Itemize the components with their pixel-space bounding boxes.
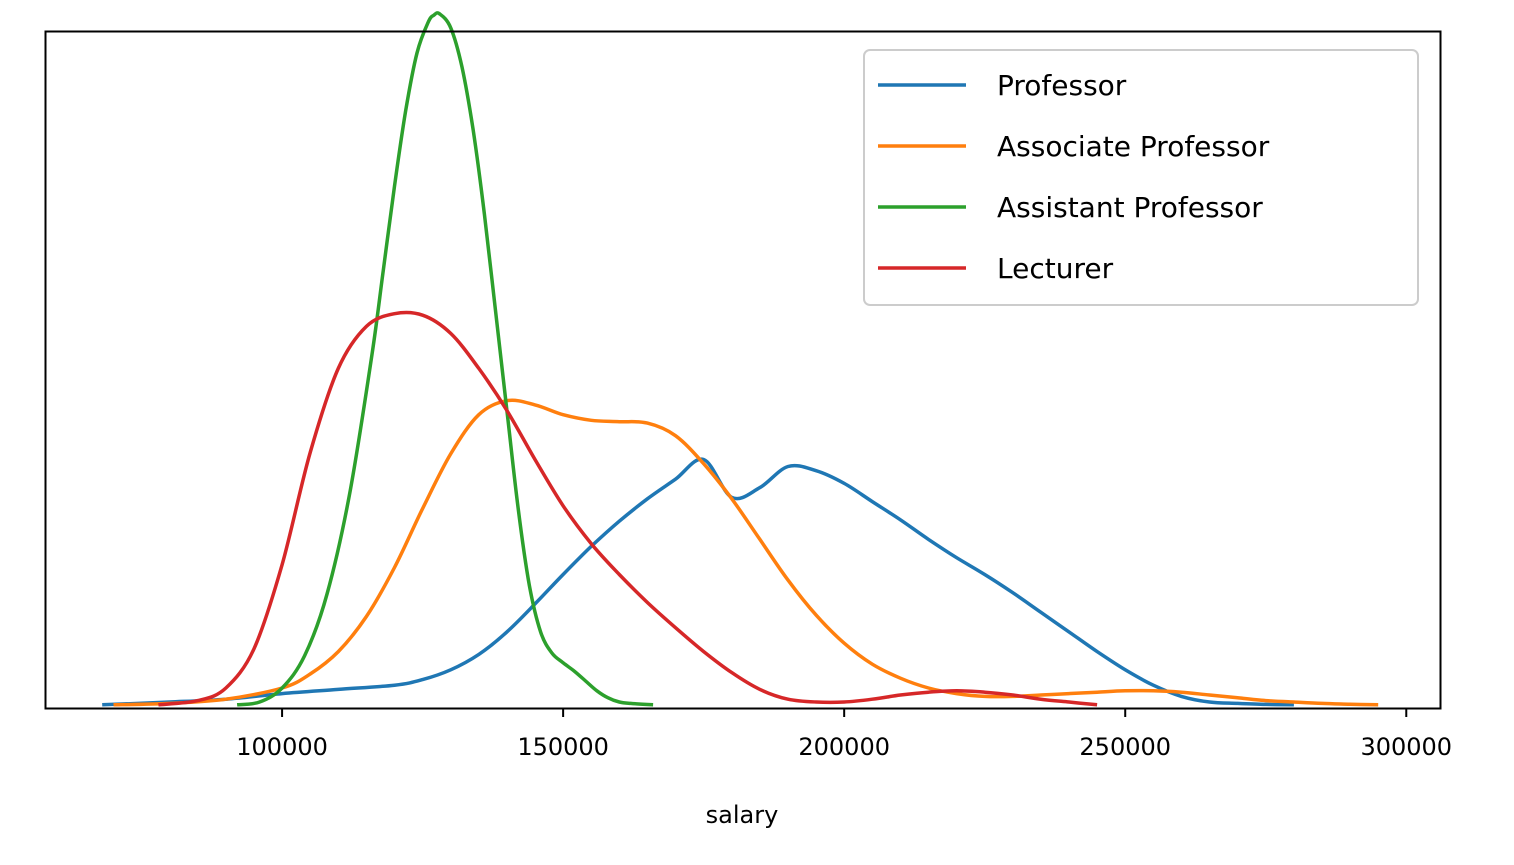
x-axis-ticks: 100000 150000 200000 250000 300000 <box>236 708 1452 761</box>
legend-entries: Professor Associate Professor Assistant Pr… <box>878 69 1270 285</box>
legend-box <box>863 49 1419 306</box>
series-line-assistant-professor <box>236 11 654 707</box>
plot-lines <box>102 11 1379 707</box>
legend-label-associate-professor: Associate Professor <box>997 130 1270 163</box>
series-line-lecturer <box>158 310 1098 707</box>
x-tick-label: 100000 <box>236 733 328 761</box>
legend-label-assistant-professor: Assistant Professor <box>997 191 1263 224</box>
axes-frame <box>44 30 1442 710</box>
x-tick-label: 250000 <box>1079 733 1171 761</box>
series-line-professor <box>102 457 1294 707</box>
x-tick-label: 150000 <box>517 733 609 761</box>
legend: Professor Associate Professor Assistant Pr… <box>863 49 1419 306</box>
series-line-associate-professor <box>113 398 1379 707</box>
legend-label-lecturer: Lecturer <box>997 252 1114 285</box>
x-tick-label: 300000 <box>1360 733 1452 761</box>
x-tick-label: 200000 <box>798 733 890 761</box>
x-axis-title: salary <box>706 801 779 829</box>
legend-label-professor: Professor <box>997 69 1127 102</box>
